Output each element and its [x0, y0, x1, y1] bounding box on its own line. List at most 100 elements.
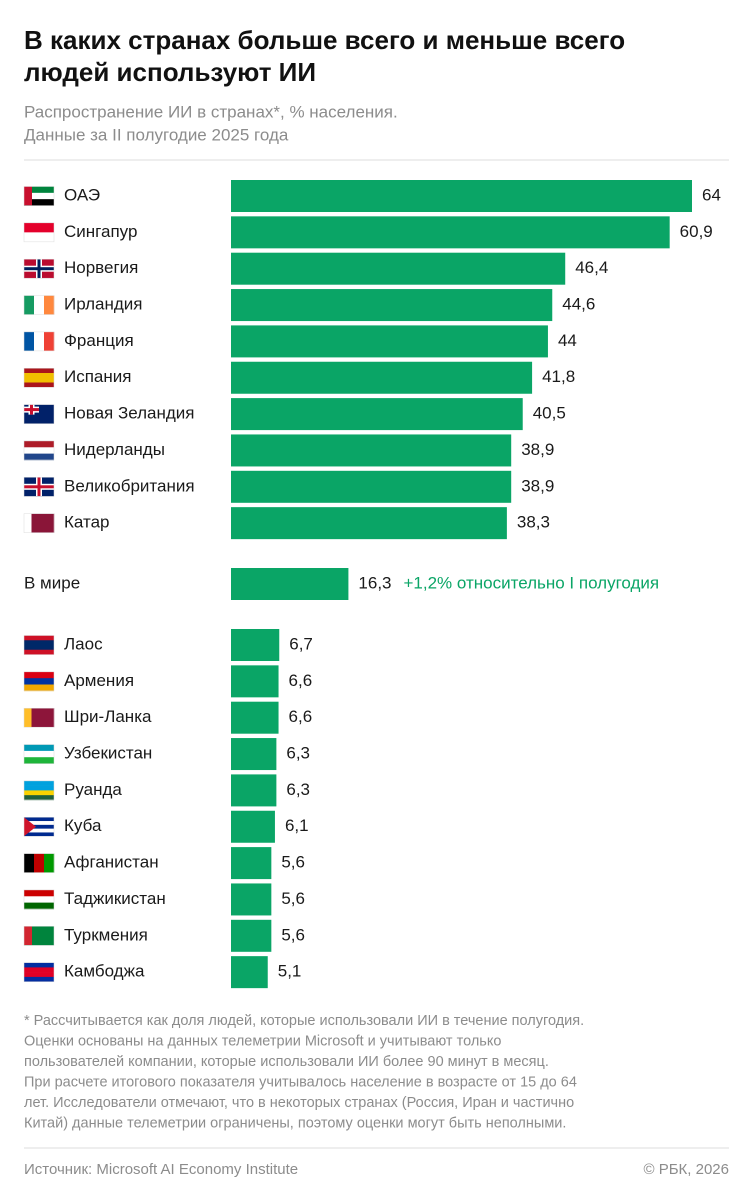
- category-label: Руанда: [64, 780, 122, 799]
- bar: [231, 810, 275, 843]
- category-label: Норвегия: [64, 258, 138, 277]
- bar: [231, 325, 548, 358]
- flag-border: [23, 889, 55, 910]
- flag-border: [23, 513, 55, 533]
- value-label: 44: [558, 331, 577, 350]
- title: В каких странах больше всего и меньше вс…: [24, 25, 625, 55]
- flag-border: [23, 331, 55, 352]
- category-label: Нидерланды: [64, 440, 165, 459]
- category-label: Сингапур: [64, 222, 137, 241]
- footnote: * Рассчитывается как доля людей, которые…: [24, 1013, 584, 1029]
- bar: [231, 956, 268, 989]
- category-label: В мире: [24, 573, 80, 592]
- flag: [23, 635, 55, 655]
- bar: [231, 289, 553, 322]
- flag-stripe: [24, 785, 54, 791]
- flag-stripe: [24, 649, 54, 655]
- flag: [23, 513, 55, 533]
- value-label: 16,3: [358, 573, 391, 592]
- flag-stripe: [24, 757, 54, 764]
- bar: [231, 919, 272, 952]
- flag-stripe: [24, 453, 54, 461]
- flag-border: [23, 295, 55, 315]
- flag-border: [23, 186, 55, 206]
- flag-stripe: [24, 821, 54, 826]
- flag-stripe: [24, 744, 54, 752]
- flag-cross: [37, 259, 41, 279]
- flag-border: [23, 477, 55, 497]
- annotation: +1,2% относительно I полугодия: [404, 573, 660, 592]
- flag-stripe: [34, 853, 45, 873]
- flag-stripe: [24, 750, 54, 758]
- flag-stripe: [24, 889, 54, 897]
- flag-stripe: [24, 645, 54, 651]
- category-label: Шри-Ланка: [64, 707, 152, 726]
- flag-stripe: [24, 382, 54, 388]
- flag: [23, 368, 55, 388]
- flag: [23, 889, 55, 910]
- bar: [231, 847, 272, 880]
- flag-stripe: [24, 902, 54, 910]
- value-label: 5,6: [281, 925, 305, 944]
- flag-stripe: [31, 513, 40, 533]
- bar: [231, 434, 512, 467]
- value-label: 6,6: [289, 671, 313, 690]
- value-label: 6,1: [285, 816, 309, 835]
- value-label: 38,3: [517, 513, 550, 532]
- flag-stripe: [39, 708, 47, 728]
- flag-stripe: [44, 853, 55, 873]
- source: Источник: Microsoft AI Economy Institute: [24, 1161, 298, 1178]
- flag-stripe: [24, 678, 54, 685]
- flag: [23, 404, 55, 424]
- footnote: При расчете итогового показателя учитыва…: [24, 1074, 577, 1090]
- flag-stripe: [24, 853, 35, 873]
- bar: [231, 665, 279, 698]
- category-label: Афганистан: [64, 853, 159, 872]
- flag-stripe: [24, 795, 54, 801]
- flag-border: [23, 744, 55, 764]
- flag-stripe: [24, 962, 54, 968]
- flag-stripe: [24, 373, 54, 379]
- flag-border: [23, 258, 55, 279]
- flag-stripe: [24, 976, 54, 982]
- flag-border: [23, 707, 55, 728]
- value-label: 64: [702, 185, 721, 204]
- flag-stripe: [46, 708, 55, 728]
- flag-stripe: [24, 199, 54, 206]
- flag-stripe: [24, 790, 54, 796]
- category-label: Великобритания: [64, 476, 195, 495]
- flag-stripe: [24, 708, 32, 728]
- bar: [231, 701, 279, 734]
- flag-stripe: [24, 832, 54, 837]
- flag: [23, 222, 55, 243]
- flag-stripe: [24, 817, 54, 822]
- flag-stripe: [24, 828, 54, 833]
- flag: [23, 477, 55, 497]
- bar: [231, 883, 272, 916]
- flag-stripe: [24, 295, 35, 315]
- flag-stripe: [24, 186, 32, 206]
- flag-stripe: [24, 232, 54, 243]
- value-label: 40,5: [533, 404, 566, 423]
- category-label: Новая Зеландия: [64, 404, 195, 423]
- flag-border: [23, 671, 55, 692]
- flag-stripe: [24, 926, 32, 946]
- flag: [23, 853, 55, 873]
- subtitle: Распространение ИИ в странах*, % населен…: [24, 102, 398, 121]
- category-label: Лаос: [64, 634, 103, 653]
- flag-border: [23, 440, 55, 461]
- category-label: Армения: [64, 671, 134, 690]
- flag: [23, 744, 55, 764]
- bar: [231, 568, 349, 600]
- value-label: 6,7: [289, 634, 313, 653]
- flag-stripe: [39, 513, 47, 533]
- value-label: 38,9: [521, 476, 554, 495]
- flag-border: [23, 962, 55, 982]
- subtitle: Данные за II полугодие 2025 года: [24, 125, 289, 144]
- value-label: 41,8: [542, 367, 575, 386]
- bar: [231, 774, 277, 807]
- bar: [231, 361, 533, 394]
- value-label: 5,6: [281, 889, 305, 908]
- flag-border: [23, 635, 55, 655]
